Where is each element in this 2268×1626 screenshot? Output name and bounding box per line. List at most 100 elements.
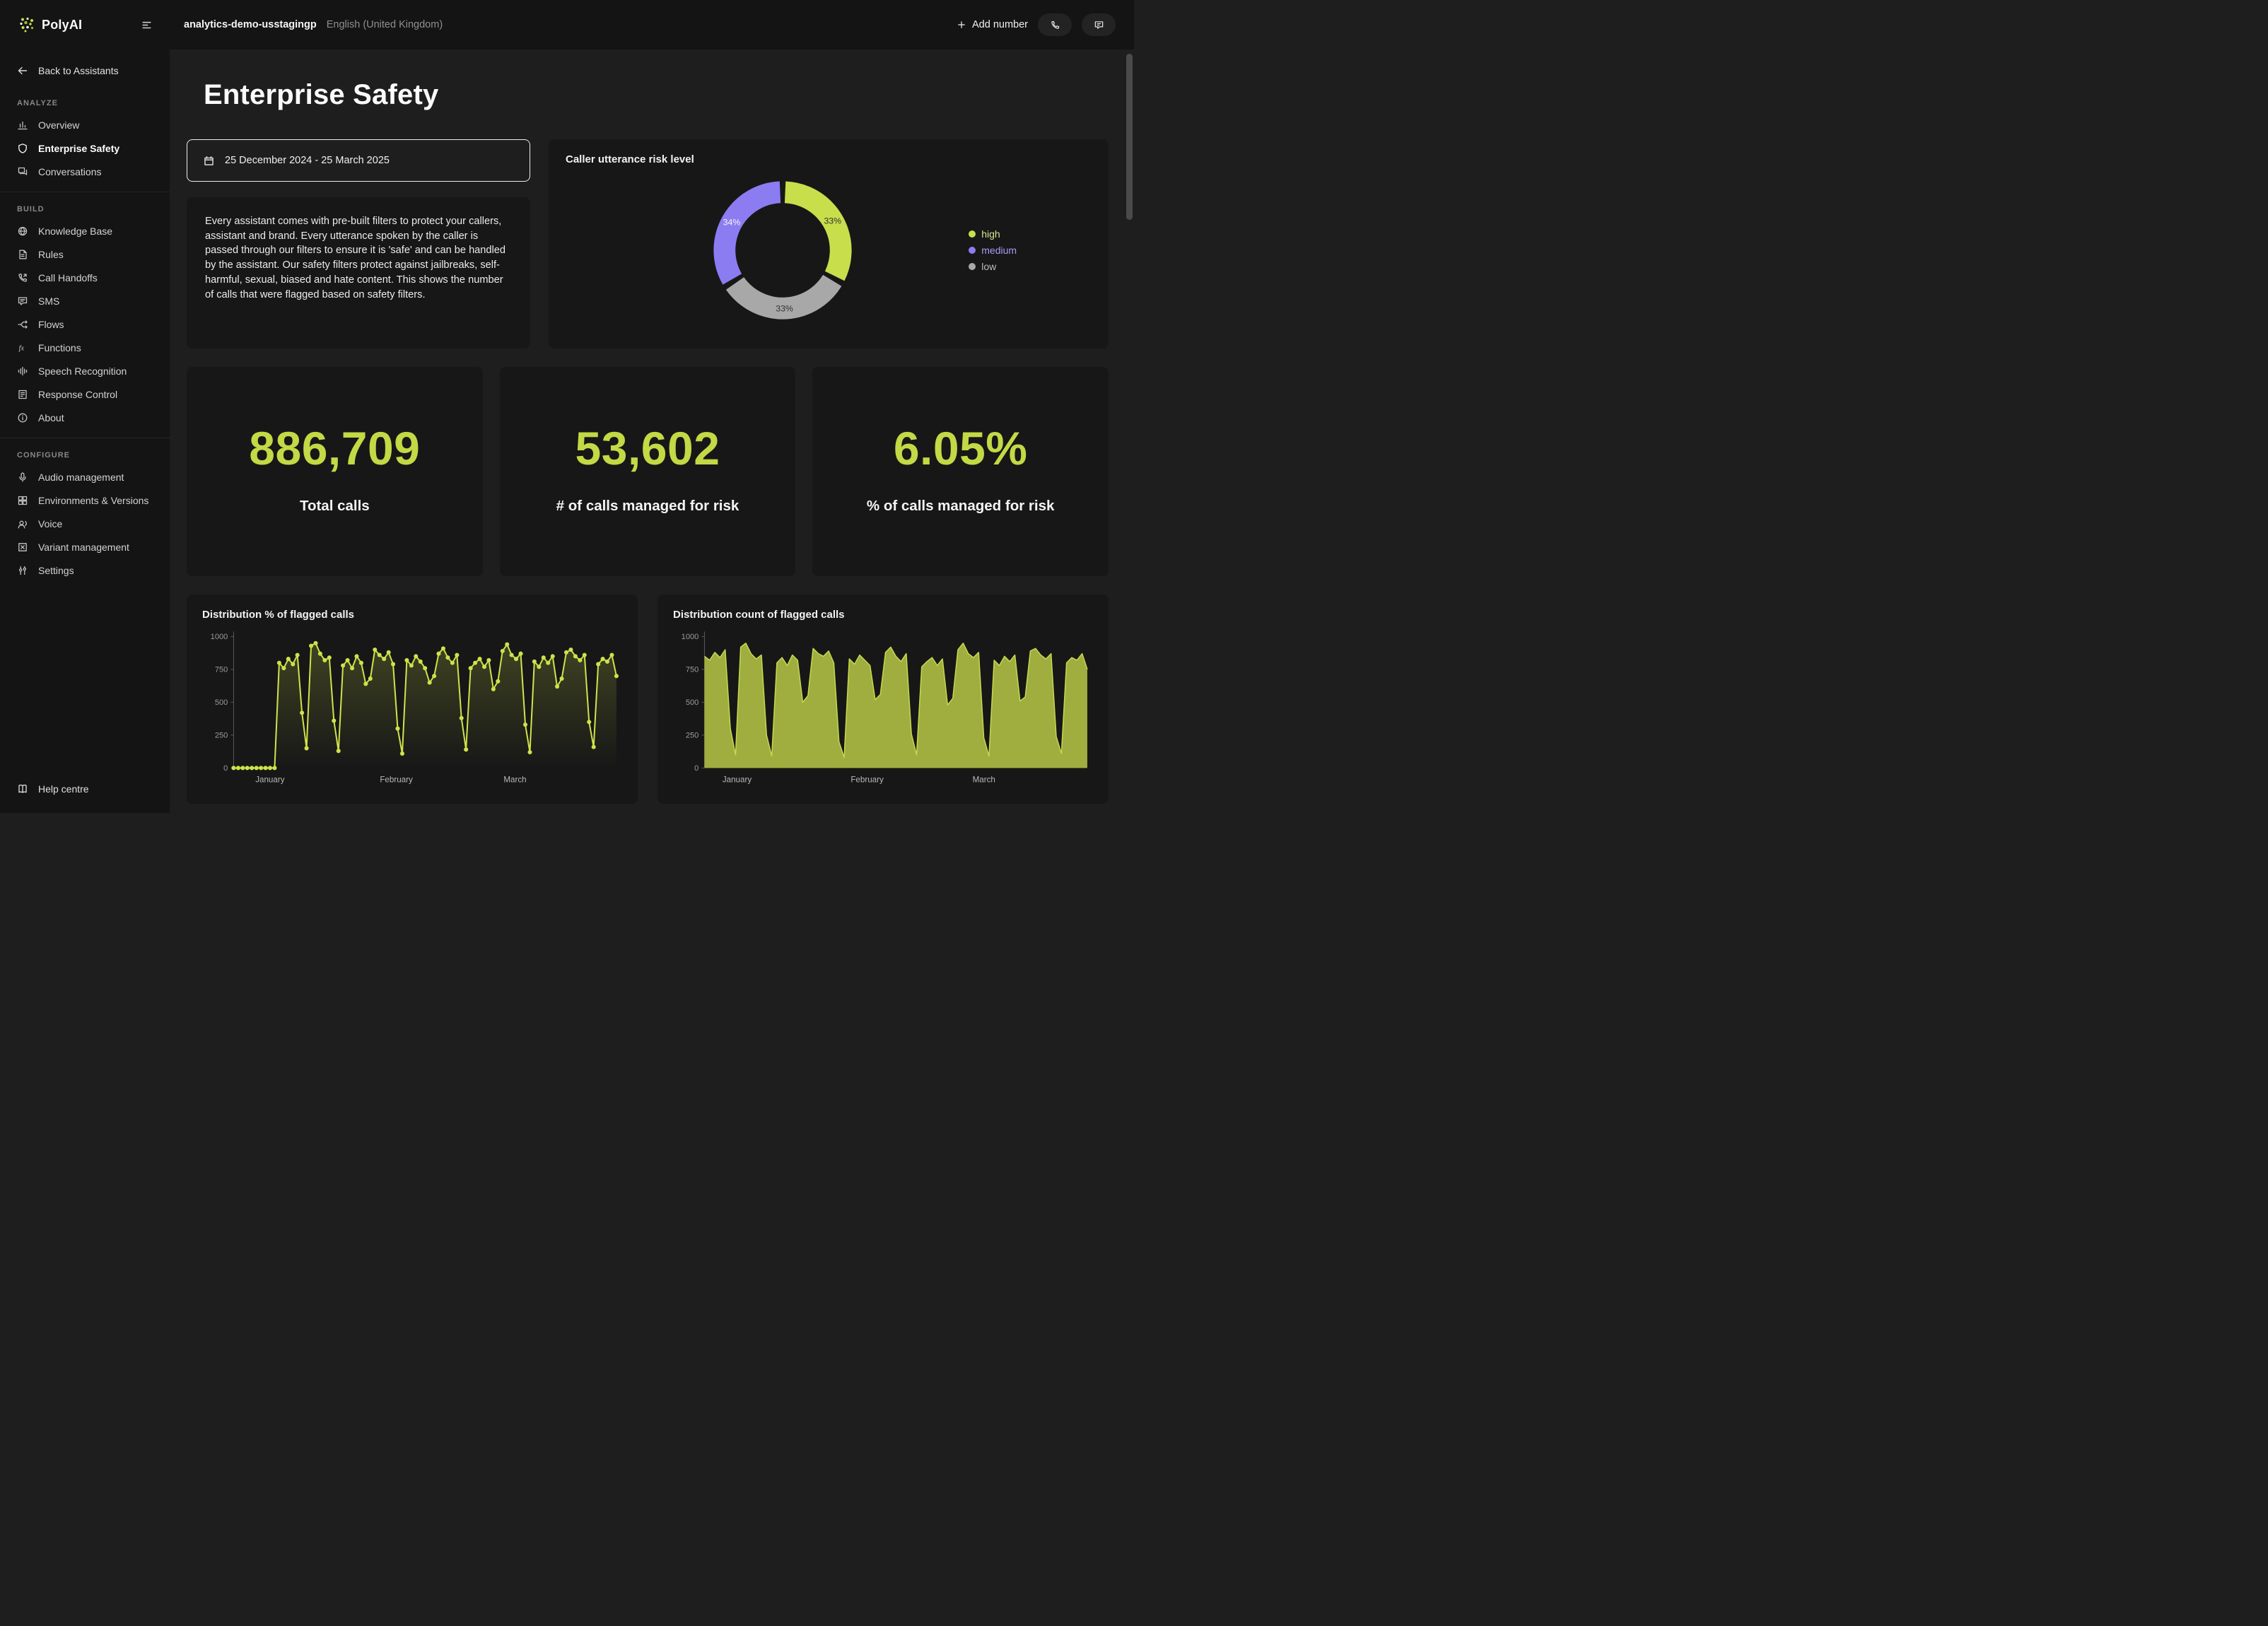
sidebar-item-call-handoffs[interactable]: Call Handoffs (0, 266, 170, 289)
document-icon (17, 249, 28, 260)
sidebar-item-label: Functions (38, 341, 81, 353)
sidebar-section-label: CONFIGURE (17, 451, 70, 460)
date-range-picker[interactable]: 25 December 2024 - 25 March 2025 (187, 139, 530, 182)
variant-icon (17, 542, 28, 553)
risk-donut-chart: 33% 33% 34% (713, 180, 852, 320)
sidebar-toggle-button[interactable] (141, 19, 153, 31)
sidebar-item-label: SMS (38, 295, 60, 307)
sidebar-item-label: Variant management (38, 541, 129, 553)
assistant-locale: English (United Kingdom) (326, 19, 443, 30)
svg-text:33%: 33% (776, 303, 793, 313)
polyai-logo-icon (18, 16, 35, 33)
flagged-count-title: Distribution count of flagged calls (673, 609, 845, 621)
date-range-text: 25 December 2024 - 25 March 2025 (225, 155, 390, 166)
flagged-count-card: Distribution count of flagged calls 0 250… (657, 595, 1109, 804)
stat-label: Total calls (299, 498, 370, 514)
svg-text:January: January (723, 776, 752, 785)
stat-value: 6.05% (893, 422, 1028, 474)
stat-value: 53,602 (575, 422, 720, 474)
brand: PolyAI (18, 16, 82, 33)
legend-dot (969, 262, 976, 270)
donut-body: 33% 33% 34% high medium low (566, 165, 1092, 334)
svg-text:fx: fx (19, 344, 25, 352)
back-label: Back to Assistants (38, 65, 119, 76)
assistant-info: analytics-demo-usstagingp English (Unite… (184, 19, 443, 30)
response-icon (17, 389, 28, 400)
back-arrow-icon (17, 65, 28, 76)
sidebar-item-enterprise-safety[interactable]: Enterprise Safety (0, 136, 170, 160)
sidebar-item-label: Rules (38, 248, 64, 260)
scrollbar-track (1125, 49, 1134, 813)
svg-text:March: March (973, 776, 995, 785)
legend-label: medium (981, 244, 1017, 256)
sidebar-item-sms[interactable]: SMS (0, 289, 170, 312)
svg-text:250: 250 (686, 731, 699, 739)
legend-label: high (981, 228, 1000, 240)
svg-text:34%: 34% (723, 217, 741, 227)
calendar-icon (203, 155, 215, 167)
sidebar-item-knowledge-base[interactable]: Knowledge Base (0, 219, 170, 242)
voice-icon (17, 518, 28, 530)
sidebar-item-label: Knowledge Base (38, 225, 113, 237)
phone-arrow-icon (17, 272, 28, 283)
sidebar-item-label: Environments & Versions (38, 494, 149, 506)
sidebar-item-label: Speech Recognition (38, 365, 127, 377)
svg-text:250: 250 (215, 731, 228, 739)
sidebar-item-conversations[interactable]: Conversations (0, 160, 170, 183)
sidebar-item-label: Voice (38, 517, 63, 530)
svg-text:750: 750 (215, 665, 228, 674)
sidebar-item-audio-management[interactable]: Audio management (0, 465, 170, 489)
svg-text:January: January (255, 776, 284, 785)
sidebar-item-label: Flows (38, 318, 64, 330)
sidebar-item-response-control[interactable]: Response Control (0, 382, 170, 406)
stat-value: 886,709 (249, 422, 421, 474)
main-content: Enterprise Safety 25 December 2024 - 25 … (170, 49, 1134, 813)
scrollbar-thumb[interactable] (1126, 54, 1133, 220)
safety-description: Every assistant comes with pre-built fil… (205, 216, 506, 300)
legend-item-medium: medium (969, 245, 1092, 256)
app-root: PolyAI analytics-demo-usstagingp English… (0, 0, 1134, 813)
svg-text:750: 750 (686, 665, 699, 674)
brand-area: PolyAI (0, 16, 170, 33)
add-number-label: Add number (972, 19, 1028, 30)
sidebar-item-overview[interactable]: Overview (0, 113, 170, 136)
add-number-button[interactable]: Add number (957, 19, 1028, 30)
sidebar-nav: ANALYZE Overview Enterprise Safety Conversa… (0, 89, 170, 582)
safety-description-card: Every assistant comes with pre-built fil… (187, 197, 530, 349)
svg-text:500: 500 (215, 698, 228, 707)
sidebar-item-label: Response Control (38, 388, 118, 400)
sidebar: Back to Assistants ANALYZE Overview Enterp… (0, 49, 170, 813)
help-centre-button[interactable]: Help centre (0, 771, 170, 800)
sidebar-item-settings[interactable]: Settings (0, 558, 170, 582)
flagged-percent-title: Distribution % of flagged calls (202, 609, 355, 621)
chat-icon (17, 166, 28, 177)
sidebar-item-label: Overview (38, 119, 80, 131)
boxes-icon (17, 495, 28, 506)
shield-icon (17, 143, 28, 154)
sidebar-item-about[interactable]: About (0, 406, 170, 429)
svg-text:1000: 1000 (682, 633, 699, 641)
assistant-name: analytics-demo-usstagingp (184, 19, 317, 30)
svg-text:March: March (503, 776, 526, 785)
sidebar-item-functions[interactable]: fx Functions (0, 336, 170, 359)
sidebar-item-voice[interactable]: Voice (0, 512, 170, 535)
book-icon (17, 783, 28, 795)
plus-icon (957, 20, 966, 30)
sidebar-item-speech-recognition[interactable]: Speech Recognition (0, 359, 170, 382)
sidebar-item-label: Settings (38, 564, 74, 576)
sidebar-item-rules[interactable]: Rules (0, 242, 170, 266)
top-row: 25 December 2024 - 25 March 2025 Every a… (187, 139, 1109, 349)
donut-legend: high medium low (863, 228, 1092, 272)
sidebar-item-environments-versions[interactable]: Environments & Versions (0, 489, 170, 512)
feedback-button[interactable] (1082, 13, 1116, 36)
svg-text:February: February (380, 776, 413, 785)
sidebar-item-flows[interactable]: Flows (0, 312, 170, 336)
sidebar-item-variant-management[interactable]: Variant management (0, 535, 170, 558)
svg-text:0: 0 (223, 764, 228, 773)
back-to-assistants-button[interactable]: Back to Assistants (0, 49, 170, 89)
svg-text:500: 500 (686, 698, 699, 707)
header-actions: Add number (957, 13, 1134, 36)
flow-icon (17, 319, 28, 330)
phone-button[interactable] (1038, 13, 1072, 36)
page-title: Enterprise Safety (204, 79, 439, 110)
